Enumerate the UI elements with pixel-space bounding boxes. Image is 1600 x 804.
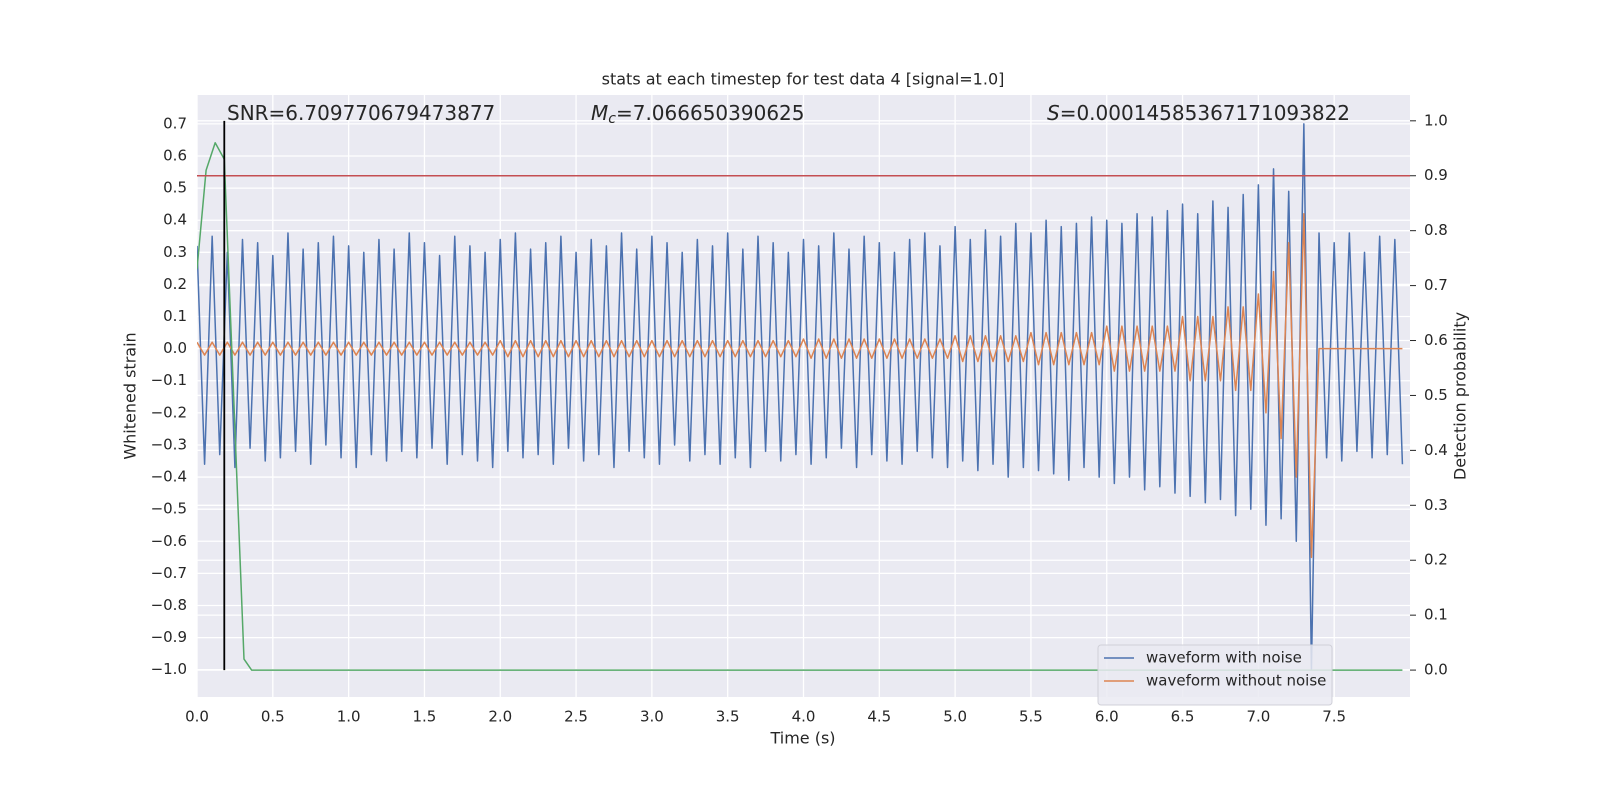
y2-tick-label: 0.1 — [1424, 606, 1448, 624]
y-tick-label: −1.0 — [151, 660, 187, 678]
x-tick-label: 7.5 — [1322, 708, 1346, 726]
x-tick-label: 6.0 — [1095, 708, 1119, 726]
labels: 0.0 0.5 1.0 1.5 2.0 2.5 3.0 3.5 4.0 4.5 5.0 5.5 6.0 6… — [151, 101, 1448, 726]
y2-tick-label: 0.0 — [1424, 661, 1448, 679]
y-axis-label: Whitened strain — [121, 332, 140, 459]
x-tick-label: 0.5 — [261, 708, 285, 726]
y-tick-label: −0.2 — [151, 403, 187, 421]
y2-tick-label: 0.8 — [1424, 221, 1448, 239]
annotation: S=0.00014585367171093822 — [1047, 101, 1350, 125]
x-tick-label: 7.0 — [1246, 708, 1270, 726]
y-tick-label: 0.4 — [163, 211, 187, 229]
y-tick-label: 0.2 — [163, 275, 187, 293]
annotation-symbol: M — [591, 101, 608, 125]
annotation-text: =0.00014585367171093822 — [1060, 101, 1350, 125]
y-tick-label: 0.7 — [163, 114, 187, 132]
y-tick-label: 0.5 — [163, 179, 187, 197]
marks — [197, 120, 1410, 671]
y-tick-label: −0.9 — [151, 628, 187, 646]
y2-tick-label: 1.0 — [1424, 111, 1448, 129]
legend: waveform with noise waveform without nois… — [1097, 644, 1333, 706]
chart-title: stats at each timestep for test data 4 [… — [602, 70, 1005, 89]
y-tick-label: −0.1 — [151, 371, 187, 389]
y2-tick-label: 0.4 — [1424, 441, 1448, 459]
y2-tick-label: 0.7 — [1424, 276, 1448, 294]
annotation-subscript: c — [608, 111, 616, 127]
x-tick-label: 3.0 — [640, 708, 664, 726]
y-tick-label: −0.8 — [151, 596, 187, 614]
x-tick-label: 0.0 — [185, 708, 209, 726]
x-tick-label: 4.5 — [867, 708, 891, 726]
legend-label: waveform with noise — [1146, 649, 1302, 667]
x-tick-label: 3.5 — [716, 708, 740, 726]
y-tick-label: −0.5 — [151, 500, 187, 518]
y2-axis-label: Detection probability — [1451, 312, 1470, 480]
y-tick-label: −0.4 — [151, 468, 187, 486]
y2-tick-label: 0.5 — [1424, 386, 1448, 404]
x-tick-label: 4.0 — [792, 708, 816, 726]
y-tick-label: −0.3 — [151, 435, 187, 453]
y2-tick-label: 0.9 — [1424, 166, 1448, 184]
y-tick-label: −0.6 — [151, 532, 187, 550]
y2-tick-label: 0.2 — [1424, 551, 1448, 569]
x-tick-label: 6.5 — [1171, 708, 1195, 726]
x-tick-label: 1.0 — [337, 708, 361, 726]
y-tick-label: 0.1 — [163, 307, 187, 325]
y-tick-label: 0.0 — [163, 339, 187, 357]
legend-box — [1097, 644, 1333, 706]
annotation-text: SNR=6.709770679473877 — [227, 101, 495, 125]
y-tick-label: 0.6 — [163, 147, 187, 165]
y-tick-label: −0.7 — [151, 564, 187, 582]
annotation: SNR=6.709770679473877 — [227, 101, 495, 125]
legend-label: waveform without noise — [1146, 672, 1326, 690]
x-tick-label: 1.5 — [413, 708, 437, 726]
x-axis-label: Time (s) — [769, 729, 835, 748]
y2-tick-label: 0.6 — [1424, 331, 1448, 349]
y2-tick-label: 0.3 — [1424, 496, 1448, 514]
x-tick-label: 2.5 — [564, 708, 588, 726]
x-tick-label: 5.5 — [1019, 708, 1043, 726]
y-tick-label: 0.3 — [163, 243, 187, 261]
annotation: Mc=7.066650390625 — [591, 101, 805, 128]
series-line — [197, 213, 1403, 559]
annotation-symbol: S — [1047, 101, 1060, 125]
x-tick-label: 5.0 — [943, 708, 967, 726]
x-tick-label: 2.0 — [488, 708, 512, 726]
annotation-text: =7.066650390625 — [616, 101, 805, 125]
